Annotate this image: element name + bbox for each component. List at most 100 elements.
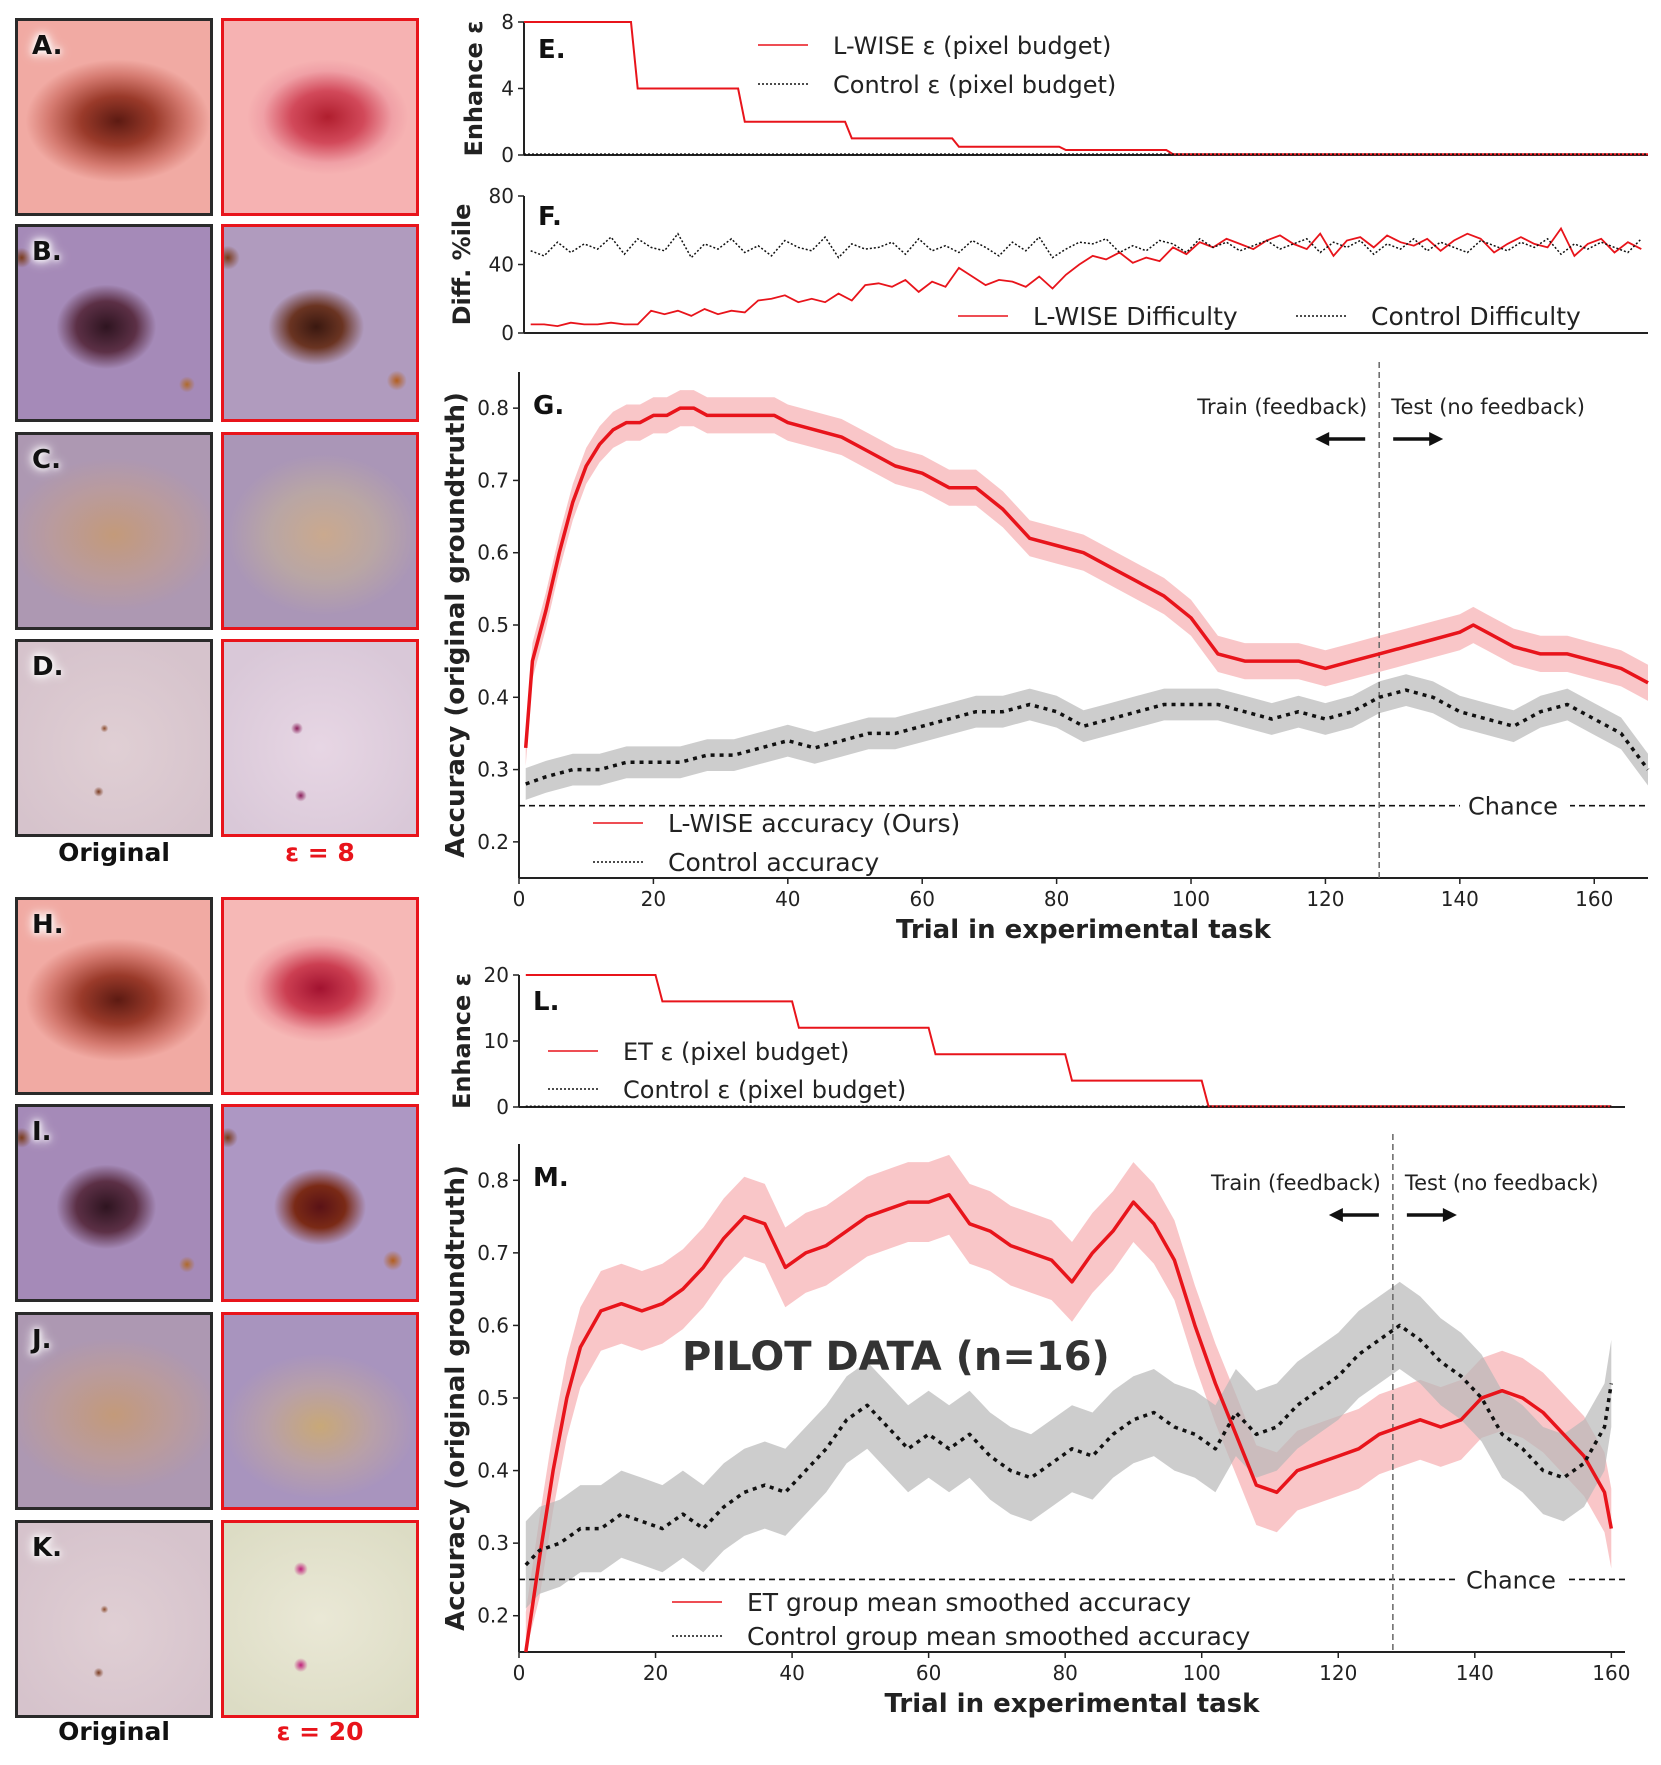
legend-label: Control ε (pixel budget) [833,71,1116,99]
legend-label: L-WISE Difficulty [1033,302,1238,331]
panel-label: E. [538,35,566,65]
test-label: Test (no feedback) [1404,1171,1599,1195]
legend-label: L-WISE ε (pixel budget) [833,32,1111,60]
y-tick-label: 0 [496,1095,509,1119]
legend-label: Control Difficulty [1371,302,1581,331]
panel-label: D. [32,652,64,682]
panel-label: B. [32,237,62,267]
confidence-band-gray [525,1281,1612,1609]
y-tick-label: 0.6 [477,541,509,565]
y-tick-label: 0 [501,321,514,345]
y-tick-label: 10 [484,1029,509,1053]
panel-label: C. [32,445,61,475]
panel-label: I. [32,1117,52,1147]
x-tick-label: 0 [513,887,526,911]
x-tick-label: 160 [1592,1661,1630,1685]
series-line-lwise-epsilon [524,21,1648,156]
series-line-red-accuracy [523,406,1649,749]
series-line-control-difficulty [530,232,1642,259]
original-image-9: H. [15,897,213,1095]
x-tick-label: 160 [1575,887,1613,911]
panel-label: F. [538,202,562,232]
confidence-band-red [525,390,1649,766]
y-tick-label: 0.2 [477,1604,509,1628]
original-image-15: K. [15,1520,213,1718]
x-tick-label: 100 [1183,1661,1221,1685]
test-label: Test (no feedback) [1390,395,1585,419]
caption-original-bottom: Original [58,1717,170,1746]
original-image-3: B. [15,224,213,422]
panel-label: H. [32,910,64,940]
x-axis-label: Trial in experimental task [885,1689,1261,1719]
dermoscopy-thumbnail [224,1107,416,1299]
enhanced-image-16 [221,1520,419,1718]
y-tick-label: 0.4 [477,1459,509,1483]
x-tick-label: 120 [1319,1661,1357,1685]
legend-label: Control ε (pixel budget) [623,1076,906,1104]
y-tick-label: 0.8 [477,1168,509,1192]
x-tick-label: 100 [1172,887,1210,911]
enhanced-image-6 [221,432,419,630]
dermoscopy-thumbnail [224,900,416,1092]
x-tick-label: 140 [1441,887,1479,911]
x-tick-label: 20 [643,1661,668,1685]
legend-label: ET group mean smoothed accuracy [747,1588,1191,1617]
dermoscopy-thumbnail [224,227,416,419]
y-tick-label: 0.6 [477,1313,509,1337]
x-tick-label: 80 [1044,887,1069,911]
series-line-red-accuracy [524,1193,1614,1653]
panel-label: L. [533,987,559,1017]
enhanced-image-14 [221,1312,419,1510]
original-image-5: C. [15,432,213,630]
chance-label: Chance [1468,793,1558,821]
dermoscopy-thumbnail [18,1523,210,1715]
panel-label: J. [32,1325,52,1355]
y-tick-label: 0.7 [477,468,509,492]
dermoscopy-thumbnail [18,227,210,419]
original-image-11: I. [15,1104,213,1302]
confidence-band-gray [525,674,1649,800]
panel-label: G. [533,391,564,421]
x-tick-label: 20 [641,887,666,911]
dermoscopy-thumbnail [224,642,416,834]
caption-original-top: Original [58,838,170,867]
x-tick-label: 60 [909,887,934,911]
panel-label: M. [533,1163,569,1193]
y-tick-label: 80 [489,184,514,208]
enhanced-image-10 [221,897,419,1095]
dermoscopy-thumbnail [18,21,210,213]
y-axis-label: Accuracy (original groundtruth) [441,392,471,858]
dermoscopy-thumbnail [18,642,210,834]
y-tick-label: 0.8 [477,396,509,420]
y-axis-label: Enhance ε [460,20,488,156]
x-tick-label: 60 [916,1661,941,1685]
y-tick-label: 0.4 [477,685,509,709]
y-tick-label: 0.5 [477,1386,509,1410]
dermoscopy-thumbnail [224,1523,416,1715]
y-axis-label: Diff. %ile [448,204,476,326]
enhanced-image-8 [221,639,419,837]
chance-label-bg [1458,1565,1568,1594]
y-tick-label: 0 [501,143,514,167]
chance-label-bg [1460,791,1570,820]
caption-epsilon-8: ε = 8 [285,838,355,867]
x-tick-label: 120 [1306,887,1344,911]
dermoscopy-thumbnail [18,1315,210,1507]
x-axis-label: Trial in experimental task [896,915,1272,945]
panel-label: A. [32,31,63,61]
y-tick-label: 40 [489,253,514,277]
left-arrow-head [1315,432,1330,446]
legend-label: ET ε (pixel budget) [623,1038,849,1066]
enhanced-image-2 [221,18,419,216]
y-axis-label: Enhance ε [448,973,476,1109]
dermoscopy-thumbnail [224,1315,416,1507]
legend-label: Control group mean smoothed accuracy [747,1622,1251,1651]
x-tick-label: 140 [1456,1661,1494,1685]
y-tick-label: 4 [501,77,514,101]
train-label: Train (feedback) [1210,1171,1381,1195]
y-tick-label: 0.3 [477,758,509,782]
dermoscopy-thumbnail [224,21,416,213]
x-tick-label: 40 [779,1661,804,1685]
caption-epsilon-20: ε = 20 [276,1717,364,1746]
